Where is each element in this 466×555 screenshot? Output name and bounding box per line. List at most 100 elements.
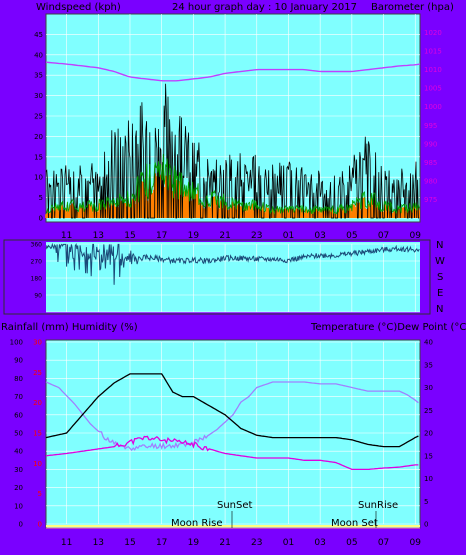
y-tick-label: 270 xyxy=(31,259,43,266)
x-tick-label: 11 xyxy=(61,538,72,548)
y-tick-label: 975 xyxy=(424,196,437,204)
y-tick-label: 40 xyxy=(14,448,23,456)
x-tick-label: 03 xyxy=(314,538,325,548)
y-tick-label: 5 xyxy=(39,194,43,202)
y-tick-label: 40 xyxy=(424,339,433,347)
sunset-label: SunSet xyxy=(217,500,253,511)
y-tick-label: 40 xyxy=(34,51,43,59)
x-tick-label: 15 xyxy=(124,231,135,241)
x-tick-label: 05 xyxy=(346,538,357,548)
x-tick-label: 01 xyxy=(283,538,294,548)
wind-baro-plot-area xyxy=(46,14,420,222)
y-tick-label: 25 xyxy=(424,407,433,415)
x-tick-label: 23 xyxy=(251,538,262,548)
y-tick-label: 20 xyxy=(424,430,433,438)
wind-baro-frame xyxy=(45,13,421,223)
x-tick-label: 09 xyxy=(410,538,422,548)
temp-dewpoint-label: Temperature (°C)Dew Point (°C) xyxy=(310,322,466,333)
x-tick-label: 23 xyxy=(251,231,262,241)
temperature-line xyxy=(45,373,419,448)
x-tick-label: 17 xyxy=(156,538,167,548)
y-tick-label: 990 xyxy=(424,140,437,148)
y-tick-label: 1005 xyxy=(424,85,442,93)
y-tick-label: 30 xyxy=(424,384,433,392)
sunrise-label: SunRise xyxy=(358,500,398,511)
y-tick-label: 80 xyxy=(14,375,23,383)
wind-direction-line xyxy=(45,242,420,285)
direction-frame xyxy=(3,239,431,315)
y-tick-label: 1000 xyxy=(424,103,442,111)
y-tick-label: 25 xyxy=(34,113,43,121)
y-tick-label: 980 xyxy=(424,177,437,185)
compass-label: N xyxy=(436,304,443,315)
y-tick-label: 60 xyxy=(14,411,23,419)
y-tick-label: 15 xyxy=(34,153,43,161)
x-tick-label: 03 xyxy=(314,231,325,241)
y-tick-label: 1020 xyxy=(424,29,442,37)
y-tick-label: 30 xyxy=(33,339,42,347)
y-tick-label: 15 xyxy=(424,452,433,460)
x-tick-label: 21 xyxy=(219,231,230,241)
y-tick-label: 1010 xyxy=(424,66,442,74)
y-tick-label: 20 xyxy=(14,484,23,492)
x-tick-label: 11 xyxy=(61,231,72,241)
y-tick-label: 35 xyxy=(34,72,43,80)
y-tick-label: 10 xyxy=(424,475,433,483)
wind-gust-line xyxy=(45,83,420,219)
y-tick-label: 5 xyxy=(38,490,42,498)
x-axis-ticks: 11 11 13 13 15 15 17 17 19 19 21 21 23 23 01 01 03 03 05 05… xyxy=(61,231,421,548)
y-tick-label: 20 xyxy=(34,133,43,141)
x-tick-label: 19 xyxy=(188,231,200,241)
x-tick-label: 05 xyxy=(346,231,357,241)
x-tick-label: 17 xyxy=(156,231,167,241)
y-tick-label: 70 xyxy=(14,393,23,401)
humidity-line xyxy=(45,381,419,452)
y-tick-label: 1015 xyxy=(424,48,442,56)
x-tick-label: 15 xyxy=(124,538,135,548)
compass-label: S xyxy=(437,272,443,283)
sun-moon-markers: SunSet SunRise Moon Rise Moon Set xyxy=(171,500,398,529)
y-tick-label: 90 xyxy=(34,293,42,300)
temp-humidity-chart: 0 10 20 30 40 50 60 70 80 90 100 0 5 10 15 20 25 30 0 5 10 15… xyxy=(10,339,433,529)
x-tick-label: 01 xyxy=(283,231,294,241)
temp-humidity-plot-area xyxy=(46,340,420,528)
y-tick-label: 20 xyxy=(33,399,42,407)
wind-baro-chart: 0510152025303540459759809859909951000100… xyxy=(34,14,442,223)
y-tick-label: 180 xyxy=(31,276,43,283)
y-tick-label: 90 xyxy=(14,357,23,365)
barometer-line xyxy=(45,61,421,82)
windspeed-label: Windspeed (kph) xyxy=(36,2,121,13)
y-tick-label: 35 xyxy=(424,361,433,369)
barometer-label: Barometer (hpa) xyxy=(371,2,454,13)
y-tick-label: 30 xyxy=(14,466,23,474)
y-tick-label: 360 xyxy=(31,242,43,249)
rainfall-humidity-label: Rainfall (mm) Humidity (%) xyxy=(1,322,138,333)
wind-average-line xyxy=(45,154,420,215)
compass-labels: N W S E N xyxy=(435,240,445,315)
y-tick-label: 25 xyxy=(33,369,42,377)
x-tick-label: 07 xyxy=(378,231,389,241)
y-tick-label: 5 xyxy=(424,498,428,506)
wind-direction-chart: 360 270 180 90 xyxy=(31,242,420,313)
x-tick-label: 19 xyxy=(188,538,200,548)
y-tick-label: 10 xyxy=(34,174,43,182)
y-tick-label: 45 xyxy=(34,31,43,39)
x-tick-label: 09 xyxy=(410,231,422,241)
y-tick-label: 0 xyxy=(424,521,428,529)
y-tick-label: 0 xyxy=(19,521,23,529)
y-tick-label: 15 xyxy=(33,430,42,438)
x-tick-label: 13 xyxy=(93,538,104,548)
x-tick-label: 21 xyxy=(219,538,230,548)
y-tick-label: 100 xyxy=(10,339,23,347)
y-tick-label: 0 xyxy=(39,215,43,223)
compass-label: W xyxy=(435,256,445,267)
graph-title: 24 hour graph day : 10 January 2017 xyxy=(172,2,357,13)
x-tick-label: 13 xyxy=(93,231,104,241)
y-tick-label: 50 xyxy=(14,430,23,438)
compass-label: E xyxy=(437,288,443,299)
y-tick-label: 10 xyxy=(33,460,42,468)
y-tick-label: 30 xyxy=(34,92,43,100)
y-tick-label: 10 xyxy=(14,502,23,510)
y-tick-label: 0 xyxy=(38,521,42,529)
